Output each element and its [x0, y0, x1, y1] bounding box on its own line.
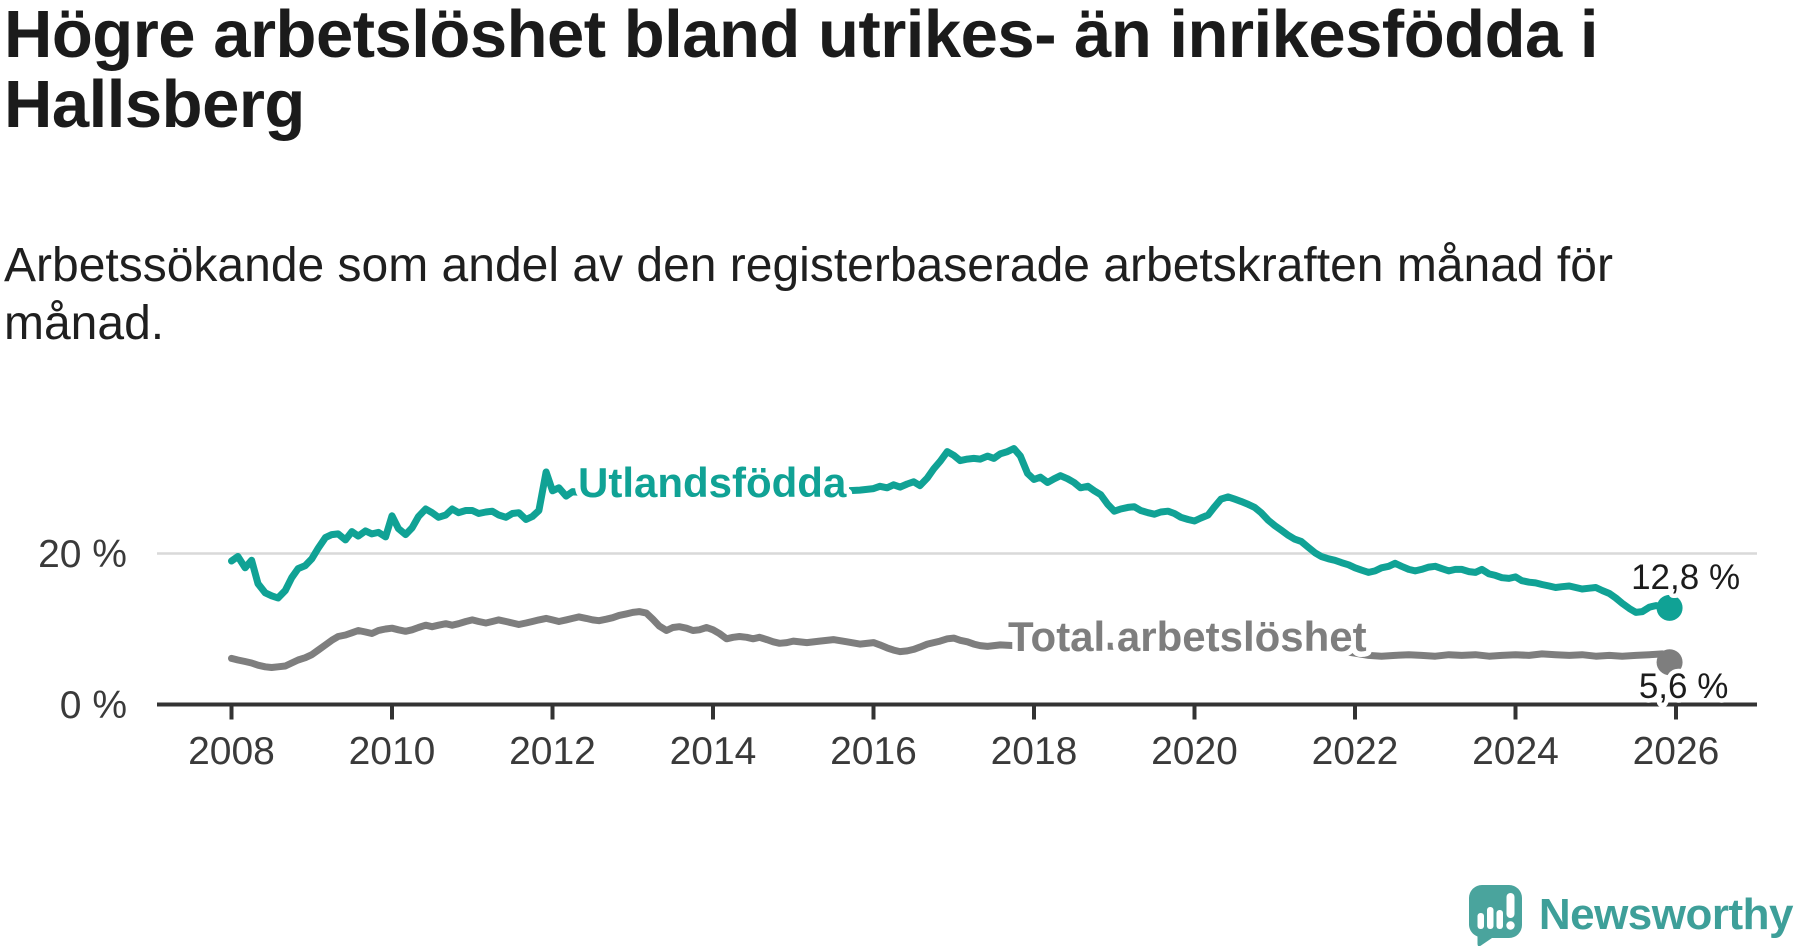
- x-axis-tick-label: 2014: [670, 730, 757, 773]
- y-axis-label: 20 %: [38, 533, 127, 576]
- x-axis-tick-label: 2022: [1312, 730, 1399, 773]
- chart-subtitle: Arbetssökande som andel av den registerb…: [4, 239, 1613, 350]
- total-end-value-label: 5,6 %: [1639, 667, 1729, 706]
- x-axis-tick-label: 2020: [1151, 730, 1238, 773]
- total-arbetsloshet-line: [228, 608, 1674, 671]
- bar-icon-short: [1477, 913, 1484, 929]
- x-axis-tick-label: 2024: [1472, 730, 1559, 773]
- x-axis-tick-label: 2008: [188, 730, 275, 773]
- page-title: Högre arbetslöshet bland utrikes- än inr…: [4, 0, 1599, 142]
- total-arbetsloshet-series-label: Total arbetslöshet: [1008, 613, 1367, 660]
- total-end-dot: [1656, 649, 1683, 676]
- utlandsfodda-end-value-label: 12,8 %: [1631, 558, 1740, 597]
- newsworthy-logo-text: Newsworthy: [1538, 890, 1794, 939]
- utlandsfodda-series-label: Utlandsfödda: [578, 459, 847, 506]
- exclamation-bar-icon: [1506, 893, 1515, 918]
- x-axis-tick-label: 2018: [991, 730, 1078, 773]
- newsworthy-logo: Newsworthy: [1468, 884, 1794, 946]
- utlandsfodda-end-dot: [1656, 594, 1683, 621]
- x-axis-tick-label: 2016: [830, 730, 917, 773]
- x-axis-tick-label: 2010: [349, 730, 436, 773]
- x-axis-tick-label: 2012: [509, 730, 596, 773]
- y-axis-label: 0 %: [60, 684, 127, 727]
- x-axis-tick-label: 2026: [1633, 730, 1720, 773]
- utlandsfodda-line: [228, 445, 1674, 616]
- bar-icon-tall: [1496, 910, 1503, 929]
- newsworthy-logo-icon: [1468, 885, 1522, 946]
- bar-icon-medium: [1486, 907, 1494, 929]
- exclamation-dot-icon: [1506, 921, 1515, 930]
